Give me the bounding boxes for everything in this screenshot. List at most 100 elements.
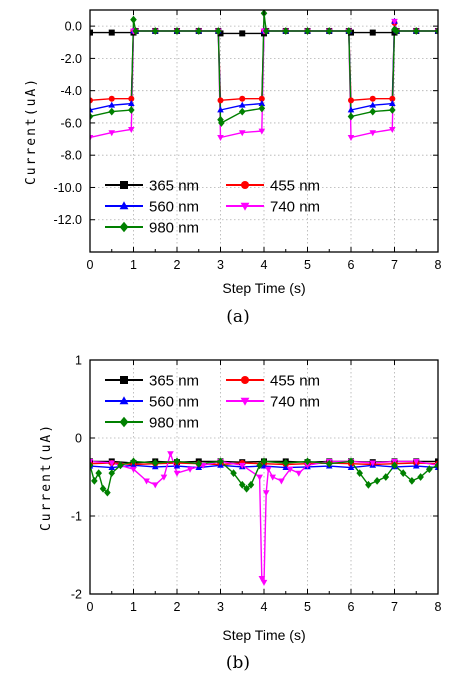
data-point-740-nm [258, 576, 266, 582]
ticks-a: 0 1 2 3 4 5 6 7 8 0.0 -2.0 -4.0 -6.0 -8.0 -10.0 -12.0 [54, 10, 442, 272]
data-point-980-nm [347, 457, 355, 466]
data-point-980-nm [304, 457, 311, 466]
data-point-980-nm [128, 106, 135, 114]
data-point-980-nm [195, 459, 203, 468]
data-point-455-nm [258, 95, 265, 102]
data-point-980-nm [104, 488, 111, 497]
data-point-455-nm [348, 97, 354, 104]
data-point-740-nm [90, 135, 94, 142]
data-point-560-nm [258, 99, 266, 106]
data-point-980-nm [256, 461, 263, 470]
data-point-740-nm [265, 466, 272, 473]
data-point-560-nm [347, 106, 355, 113]
data-point-740-nm [369, 130, 377, 137]
legend-label-740-nm: 740 nm [270, 199, 320, 216]
data-point-740-nm [391, 18, 398, 25]
data-point-455-nm [108, 95, 115, 102]
x-tick-label: 6 [348, 258, 355, 272]
data-point-560-nm [90, 106, 94, 113]
data-point-980-nm [426, 465, 433, 474]
data-point-980-nm [389, 106, 396, 114]
data-point-980-nm [282, 459, 290, 467]
legend-label-560-nm: 560 nm [149, 199, 199, 216]
data-point-560-nm [173, 462, 181, 469]
data-point-980-nm [90, 112, 94, 121]
data-point-455-nm [239, 95, 246, 102]
data-point-455-nm [90, 97, 93, 104]
data-point-980-nm [238, 107, 246, 116]
y-tick-label: 0.0 [65, 20, 82, 34]
data-point-980-nm [132, 27, 139, 35]
data-point-455-nm [128, 95, 135, 102]
y-tick-label: -4.0 [60, 84, 82, 98]
data-point-980-nm [108, 469, 116, 477]
x-tick-label: 3 [217, 600, 224, 614]
legend-marker-455-nm [241, 181, 249, 189]
x-tick-label: 0 [87, 600, 94, 614]
data-point-980-nm [304, 27, 311, 35]
data-point-740-nm [167, 451, 174, 458]
data-point-365-nm [108, 29, 115, 36]
data-point-980-nm [412, 27, 420, 35]
data-point-740-nm [278, 478, 285, 485]
data-point-560-nm [108, 101, 116, 108]
data-point-980-nm [382, 473, 390, 481]
data-point-980-nm [373, 477, 381, 485]
data-point-980-nm [215, 27, 222, 35]
data-point-740-nm [217, 135, 224, 142]
data-point-980-nm [262, 27, 270, 35]
y-axis-label-b: Current(uA) [39, 423, 54, 531]
legend-marker-365-nm [120, 376, 128, 384]
data-point-980-nm [393, 27, 400, 35]
legend-label-455-nm: 455 nm [270, 178, 320, 195]
legend-marker-560-nm [119, 396, 129, 405]
data-point-740-nm [295, 470, 303, 477]
data-point-980-nm [434, 461, 438, 470]
data-point-740-nm [304, 462, 311, 469]
caption-a: (a) [226, 307, 249, 327]
data-point-980-nm [365, 480, 372, 489]
y-tick-label: -2.0 [60, 52, 82, 66]
x-tick-label: 5 [304, 600, 311, 614]
y-axis-label-a: Current(uA) [24, 77, 39, 185]
x-tick-label: 1 [130, 600, 137, 614]
data-point-980-nm [325, 27, 333, 35]
legend-label-980-nm: 980 nm [149, 220, 199, 237]
data-point-980-nm [260, 457, 268, 466]
data-point-740-nm [128, 126, 135, 133]
grid-b [90, 360, 438, 594]
x-tick-label: 8 [435, 258, 442, 272]
x-tick-label: 7 [391, 600, 398, 614]
data-point-980-nm [347, 112, 355, 121]
data-point-740-nm [108, 130, 116, 137]
legend-label-740-nm: 740 nm [270, 394, 320, 411]
data-point-980-nm [345, 27, 353, 35]
data-point-560-nm [369, 101, 377, 108]
data-point-980-nm [217, 457, 224, 466]
data-point-980-nm [91, 477, 98, 485]
y-tick-label: -8.0 [60, 149, 82, 163]
data-point-560-nm [108, 464, 116, 471]
data-point-980-nm [247, 480, 255, 489]
data-point-455-nm [369, 95, 376, 102]
x-tick-label: 4 [261, 600, 268, 614]
data-point-740-nm [151, 482, 159, 489]
data-point-740-nm [369, 460, 377, 467]
x-tick-label: 0 [87, 258, 94, 272]
legend-marker-980-nm [119, 416, 129, 428]
ticks-b: 0 1 2 3 4 5 6 7 8 1 0 -1 -2 [71, 354, 442, 615]
data-point-980-nm [151, 459, 159, 467]
data-point-365-nm [90, 29, 93, 36]
legend-marker-365-nm [120, 181, 128, 189]
data-point-980-nm [369, 107, 377, 116]
y-tick-label: -6.0 [60, 116, 82, 130]
data-point-740-nm [173, 470, 181, 477]
legend-marker-740-nm [240, 397, 250, 406]
x-tick-label: 2 [174, 258, 181, 272]
series-markers-b [90, 451, 438, 586]
data-point-980-nm [95, 469, 102, 477]
legend-label-560-nm: 560 nm [149, 394, 199, 411]
data-point-740-nm [258, 128, 266, 135]
data-point-980-nm [99, 484, 107, 493]
